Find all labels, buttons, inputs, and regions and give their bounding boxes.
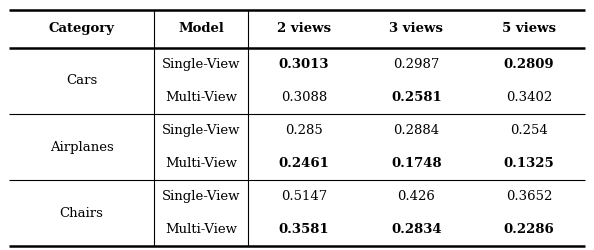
Text: Single-View: Single-View	[162, 190, 240, 203]
Text: Single-View: Single-View	[162, 58, 240, 71]
Text: 0.3013: 0.3013	[279, 58, 329, 71]
Text: 0.3581: 0.3581	[279, 223, 329, 236]
Text: 0.2809: 0.2809	[504, 58, 554, 71]
Text: 0.254: 0.254	[510, 124, 548, 137]
Text: 0.2884: 0.2884	[393, 124, 440, 137]
Text: Chairs: Chairs	[59, 207, 103, 220]
Text: 0.2286: 0.2286	[504, 223, 554, 236]
Text: Multi-View: Multi-View	[165, 223, 237, 236]
Text: 0.5147: 0.5147	[281, 190, 327, 203]
Text: 5 views: 5 views	[502, 22, 556, 35]
Text: Cars: Cars	[66, 74, 97, 88]
Text: 0.1325: 0.1325	[504, 157, 554, 170]
Text: Single-View: Single-View	[162, 124, 240, 137]
Text: 0.3088: 0.3088	[281, 91, 327, 104]
Text: 0.3652: 0.3652	[505, 190, 552, 203]
Text: Airplanes: Airplanes	[50, 140, 113, 153]
Text: Multi-View: Multi-View	[165, 91, 237, 104]
Text: 0.2987: 0.2987	[393, 58, 440, 71]
Text: Model: Model	[178, 22, 224, 35]
Text: 0.2581: 0.2581	[391, 91, 442, 104]
Text: 0.3402: 0.3402	[505, 91, 552, 104]
Text: Multi-View: Multi-View	[165, 157, 237, 170]
Text: 3 views: 3 views	[390, 22, 443, 35]
Text: 0.426: 0.426	[397, 190, 435, 203]
Text: 0.2834: 0.2834	[391, 223, 442, 236]
Text: Category: Category	[49, 22, 115, 35]
Text: 0.1748: 0.1748	[391, 157, 442, 170]
Text: 0.285: 0.285	[285, 124, 323, 137]
Text: 2 views: 2 views	[277, 22, 331, 35]
Text: 0.2461: 0.2461	[279, 157, 329, 170]
